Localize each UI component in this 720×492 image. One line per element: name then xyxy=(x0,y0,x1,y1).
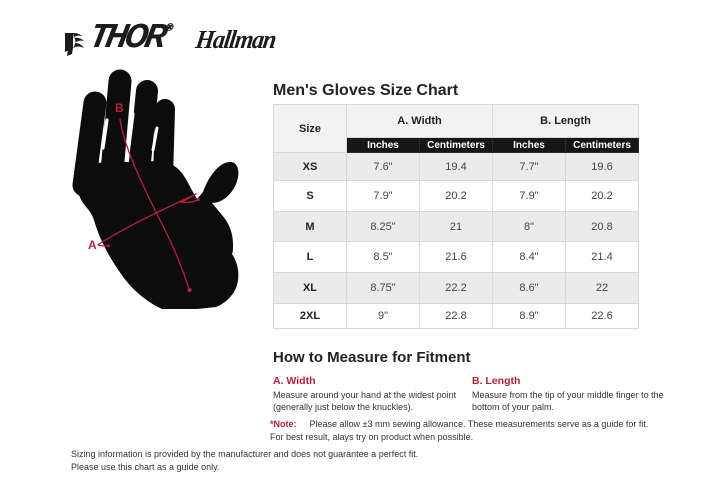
svg-text:B: B xyxy=(115,101,124,115)
svg-text:A: A xyxy=(88,238,97,252)
